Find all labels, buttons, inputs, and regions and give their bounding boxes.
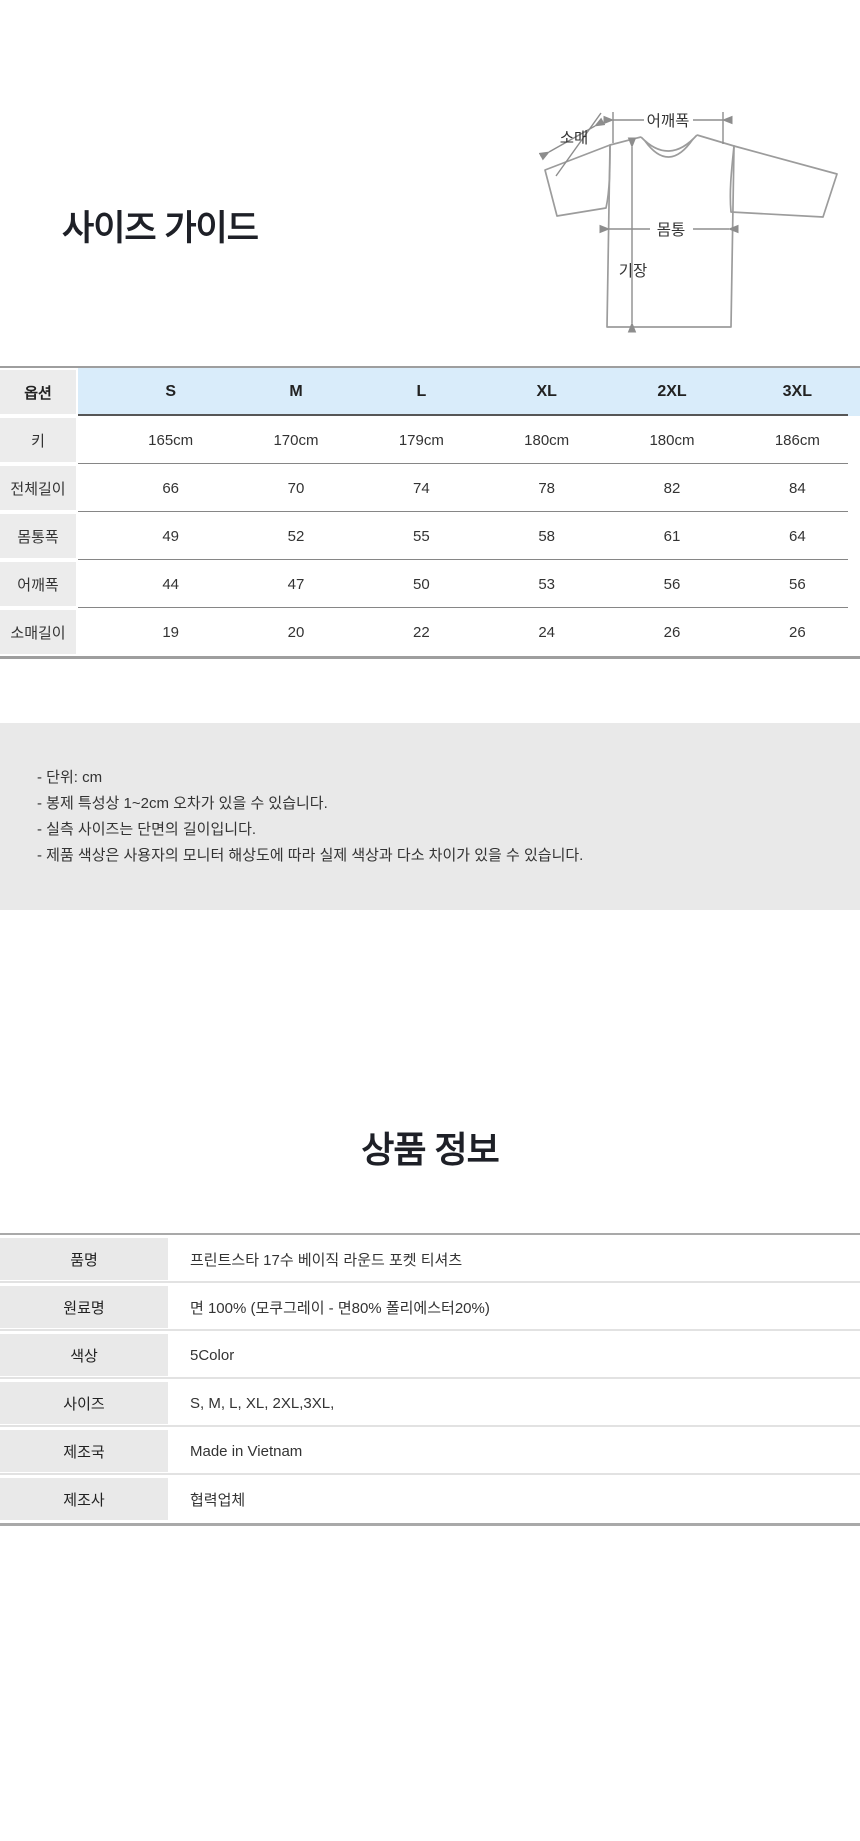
info-row-label: 제조국 bbox=[0, 1427, 168, 1475]
size-header-cell: M bbox=[289, 383, 303, 400]
shoulder-width-label: 어깨폭 bbox=[647, 112, 690, 130]
info-row-value: 5Color bbox=[190, 1346, 235, 1364]
header-spacer bbox=[78, 368, 108, 416]
size-value-cell: 64 bbox=[788, 527, 806, 545]
size-value-cell: 78 bbox=[538, 479, 555, 497]
shirt-collar-outer bbox=[640, 134, 698, 152]
size-table-header-row: 옵션 S M L XL 2XL 3XL bbox=[0, 368, 860, 416]
product-info-row: 제조사 협력업체 bbox=[0, 1475, 860, 1523]
shirt-body-outline bbox=[606, 134, 735, 328]
info-row-label: 사이즈 bbox=[0, 1379, 168, 1427]
note-line: - 제품 색상은 사용자의 모니터 해상도에 따라 실제 색상과 다소 차이가 … bbox=[37, 847, 584, 864]
info-row-value: 면 100% (모쿠그레이 - 면80% 폴리에스터20%) bbox=[190, 1299, 490, 1317]
info-row-label: 품명 bbox=[0, 1235, 168, 1283]
size-value-cell: 22 bbox=[412, 623, 430, 641]
size-table-row: 키 165cm 170cm 179cm 180cm 180cm 186cm bbox=[0, 416, 860, 464]
option-header-cell: 옵션 bbox=[0, 368, 78, 416]
size-value-cell: 165cm bbox=[148, 431, 194, 449]
size-guide-title: 사이즈 가이드 bbox=[62, 209, 259, 248]
size-value-cell: 180cm bbox=[649, 431, 695, 449]
size-value-cell: 44 bbox=[162, 575, 179, 593]
size-row-label: 어깨폭 bbox=[0, 560, 78, 608]
size-value-cell: 82 bbox=[663, 479, 681, 497]
size-value-cell: 56 bbox=[663, 575, 681, 593]
size-value-cell: 179cm bbox=[398, 431, 444, 449]
size-row-label: 소매길이 bbox=[0, 608, 78, 656]
size-value-cell: 26 bbox=[788, 623, 806, 641]
shirt-left-sleeve bbox=[544, 144, 611, 217]
product-info-row: 제조국 Made in Vietnam bbox=[0, 1427, 860, 1475]
info-row-label: 원료명 bbox=[0, 1283, 168, 1331]
size-value-cell: 26 bbox=[663, 623, 681, 641]
product-info-row: 사이즈 S, M, L, XL, 2XL,3XL, bbox=[0, 1379, 860, 1427]
size-value-cell: 52 bbox=[287, 527, 305, 545]
size-value-cell: 186cm bbox=[774, 431, 820, 449]
size-value-cell: 19 bbox=[162, 623, 179, 641]
size-value-cell: 70 bbox=[287, 479, 305, 497]
shirt-right-sleeve bbox=[729, 145, 838, 218]
info-row-value: Made in Vietnam bbox=[190, 1442, 303, 1460]
sleeve-label: 소매 bbox=[560, 129, 589, 147]
size-header-cell: 3XL bbox=[782, 383, 812, 400]
info-row-value: 협력업체 bbox=[190, 1491, 246, 1509]
info-row-value: S, M, L, XL, 2XL,3XL, bbox=[190, 1394, 335, 1412]
size-value-cell: 61 bbox=[663, 527, 681, 545]
note-line: - 단위: cm bbox=[37, 769, 103, 786]
info-row-value: 프린트스타 17수 베이직 라운드 포켓 티셔츠 bbox=[190, 1251, 463, 1269]
product-info-row: 원료명 면 100% (모쿠그레이 - 면80% 폴리에스터20%) bbox=[0, 1283, 860, 1331]
size-value-cell: 55 bbox=[412, 527, 430, 545]
size-header-cell: L bbox=[416, 383, 427, 400]
size-row-label: 전체길이 bbox=[0, 464, 78, 512]
size-table-row: 전체길이 66 70 74 78 82 84 bbox=[0, 464, 860, 512]
row-spacer bbox=[78, 464, 108, 512]
length-label: 기장 bbox=[619, 262, 648, 280]
size-value-cell: 66 bbox=[162, 479, 179, 497]
row-spacer bbox=[78, 560, 108, 608]
note-line: - 봉제 특성상 1~2cm 오차가 있을 수 있습니다. bbox=[37, 795, 328, 812]
product-info-row: 품명 프린트스타 17수 베이직 라운드 포켓 티셔츠 bbox=[0, 1235, 860, 1283]
size-table-row: 소매길이 19 20 22 24 26 26 bbox=[0, 608, 860, 656]
size-value-cell: 180cm bbox=[524, 431, 570, 449]
size-value-cell: 58 bbox=[538, 527, 555, 545]
size-table-rows: 키 165cm 170cm 179cm 180cm 180cm 186cm 전체길이 66 70 7… bbox=[0, 416, 860, 656]
size-value-cell: 49 bbox=[162, 527, 179, 545]
sleeve-arrow bbox=[538, 117, 606, 161]
size-table-row: 어깨폭 44 47 50 53 56 56 bbox=[0, 560, 860, 608]
size-value-cell: 170cm bbox=[273, 431, 319, 449]
body-width-label: 몸통 bbox=[657, 221, 686, 239]
product-info-title: 상품 정보 bbox=[361, 1129, 499, 1170]
size-header-cell: XL bbox=[536, 383, 557, 400]
size-value-cell: 20 bbox=[287, 623, 305, 641]
size-row-label: 몸통폭 bbox=[0, 512, 78, 560]
info-row-label: 색상 bbox=[0, 1331, 168, 1379]
shirt-collar-inner bbox=[644, 138, 694, 158]
size-value-cell: 47 bbox=[287, 575, 305, 593]
tshirt-diagram: 소매 어깨폭 몸통 기장 bbox=[538, 112, 838, 333]
note-line: - 실측 사이즈는 단면의 길이입니다. bbox=[37, 821, 257, 838]
product-info-row: 색상 5Color bbox=[0, 1331, 860, 1379]
row-spacer bbox=[78, 512, 108, 560]
row-spacer bbox=[78, 416, 108, 464]
size-row-label: 키 bbox=[0, 416, 78, 464]
size-value-cell: 50 bbox=[412, 575, 430, 593]
size-header-cell: S bbox=[165, 383, 176, 400]
size-value-cell: 56 bbox=[788, 575, 806, 593]
size-table-row: 몸통폭 49 52 55 58 61 64 bbox=[0, 512, 860, 560]
size-value-cell: 24 bbox=[538, 623, 555, 641]
size-value-cell: 84 bbox=[788, 479, 806, 497]
info-row-label: 제조사 bbox=[0, 1475, 168, 1523]
size-header-cell: 2XL bbox=[657, 383, 687, 400]
row-spacer bbox=[78, 608, 108, 656]
size-value-cell: 74 bbox=[412, 479, 430, 497]
size-table: 옵션 S M L XL 2XL 3XL 키 165cm 170cm 179cm 180cm 180c… bbox=[0, 366, 860, 659]
notes-box: - 단위: cm - 봉제 특성상 1~2cm 오차가 있을 수 있습니다. - 실… bbox=[0, 723, 860, 910]
size-value-cell: 53 bbox=[538, 575, 555, 593]
